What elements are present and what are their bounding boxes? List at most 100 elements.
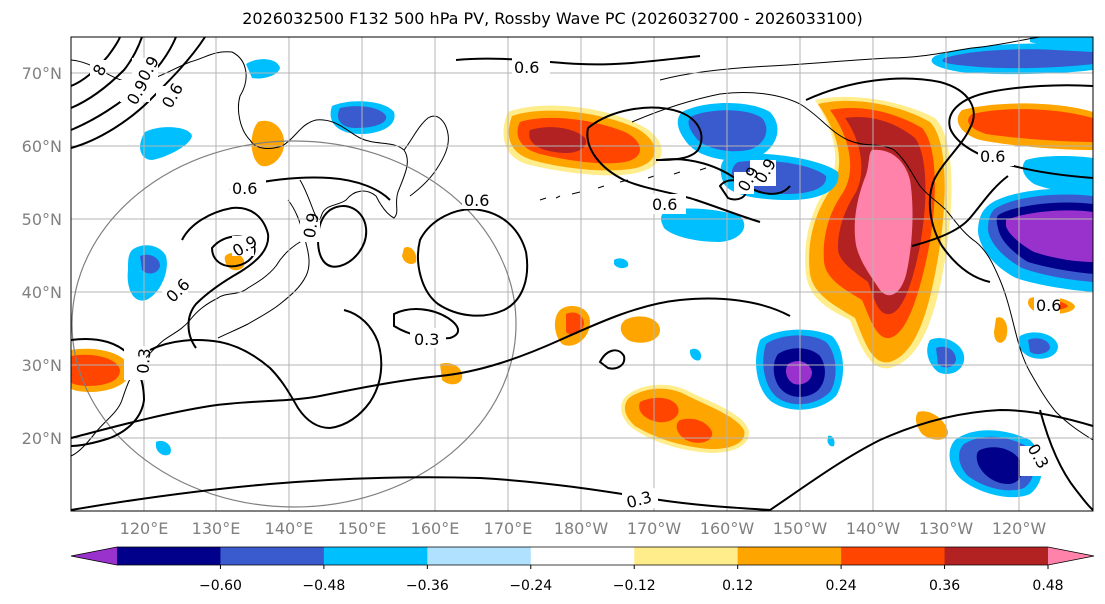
- contour-line: [70, 297, 791, 439]
- contour-label: 0.6: [232, 179, 257, 198]
- pv-positive-region: [402, 246, 417, 264]
- contour-line: [911, 175, 1009, 247]
- pv-negative-region: [1030, 37, 1093, 48]
- pv-negative-region: [246, 59, 280, 79]
- pv-negative-region: [140, 254, 160, 274]
- pv-negative-region: [140, 127, 192, 160]
- colorbar-cell: [427, 547, 532, 565]
- lat-label: 70°N: [22, 64, 62, 83]
- pv-negative-region: [614, 258, 629, 269]
- colorbar-extend-high: [1048, 547, 1094, 565]
- contour-line: [455, 55, 701, 66]
- lon-label: 170°E: [484, 519, 533, 538]
- pv-negative-region: [976, 447, 1023, 484]
- contour-line: [70, 36, 143, 109]
- contour-label: 0.6: [652, 195, 677, 214]
- contour-line: [70, 338, 146, 447]
- pv-positive-region: [854, 149, 913, 296]
- colorbar: −0.60 −0.48 −0.36 −0.24 −0.12 0.12 0.24 0.36 0.4…: [70, 546, 1095, 594]
- colorbar-ticks: −0.60 −0.48 −0.36 −0.24 −0.12 0.12 0.24 0.36 0.4…: [199, 565, 1064, 594]
- map-border: [70, 36, 1094, 512]
- lat-label: 20°N: [22, 429, 62, 448]
- pv-negative-region: [942, 49, 1093, 69]
- contour-label: 0.6: [464, 191, 489, 210]
- contour-label: 0.9: [300, 211, 323, 239]
- lon-label: 150°E: [338, 519, 387, 538]
- lon-label: 130°W: [919, 519, 974, 538]
- latitude-labels: 70°N 60°N 50°N 40°N 30°N 20°N: [22, 64, 62, 448]
- contour-line: [417, 208, 529, 317]
- pv-negative-region: [1028, 338, 1050, 355]
- graticule: [71, 37, 1093, 511]
- contour-label: 0.3: [133, 347, 154, 374]
- colorbar-cell: [841, 547, 946, 565]
- colorbar-tick-label: 0.12: [722, 578, 753, 594]
- lon-label: 160°E: [411, 519, 460, 538]
- pv-positive-region: [566, 312, 584, 335]
- colorbar-cells: [71, 547, 1094, 565]
- lon-label: 120°E: [120, 519, 169, 538]
- colorbar-cell: [634, 547, 739, 565]
- pv-negative-region: [786, 361, 812, 385]
- alaska-north-coastline: [659, 36, 1041, 81]
- colorbar-cell: [530, 547, 635, 565]
- pv-positive-region: [529, 127, 586, 154]
- lon-label: 150°W: [773, 519, 828, 538]
- contour-line: [769, 408, 1094, 511]
- lat-label: 40°N: [22, 283, 62, 302]
- pv-positive-region: [251, 120, 285, 167]
- contour-line: [587, 106, 703, 161]
- lon-label: 180°W: [554, 519, 609, 538]
- lat-label: 30°N: [22, 356, 62, 375]
- lon-label: 120°W: [992, 519, 1047, 538]
- lon-label: 140°W: [846, 519, 901, 538]
- colorbar-tick-label: 0.48: [1032, 578, 1063, 594]
- colorbar-extend-low: [71, 547, 117, 565]
- pv-negative-region: [1022, 156, 1093, 196]
- colorbar-cell: [117, 547, 221, 565]
- contour-line: [70, 36, 121, 87]
- kamchatka-coastline: [403, 115, 449, 197]
- contour-line: [181, 206, 270, 349]
- colorbar-tick-label: 0.36: [929, 578, 960, 594]
- pv-positive-region: [994, 317, 1008, 343]
- pv-anomaly-fill: [71, 37, 1093, 498]
- pv-positive-region: [968, 109, 1093, 142]
- pv-positive-region: [639, 397, 679, 423]
- contour-label: 0.6: [980, 147, 1005, 166]
- plot-title: 2026032500 F132 500 hPa PV, Rossby Wave …: [242, 9, 863, 28]
- contour-line: [586, 127, 761, 223]
- colorbar-tick-label: −0.60: [199, 578, 242, 594]
- contour-line: [598, 349, 626, 370]
- contour-line: [329, 309, 383, 429]
- pv-positive-region: [676, 418, 713, 443]
- asia-coastline: [70, 51, 408, 457]
- lon-label: 130°E: [192, 519, 241, 538]
- contour-line: [70, 476, 771, 511]
- contour-line: [1039, 409, 1094, 511]
- colorbar-tick-label: 0.24: [826, 578, 857, 594]
- colorbar-outline: [70, 546, 1095, 566]
- lon-label: 160°W: [700, 519, 755, 538]
- pv-positive-region: [620, 316, 660, 343]
- lat-label: 50°N: [22, 210, 62, 229]
- alaska-coastline: [631, 92, 1094, 441]
- contour-label: 0.3: [414, 330, 439, 349]
- colorbar-tick-label: −0.48: [302, 578, 345, 594]
- contour-line: [149, 339, 331, 429]
- pv-negative-region: [690, 348, 702, 361]
- colorbar-cell: [220, 547, 325, 565]
- colorbar-tick-label: −0.24: [509, 578, 552, 594]
- contour-line: [948, 84, 1094, 179]
- colorbar-cell: [323, 547, 428, 565]
- influence-circle: [71, 140, 517, 508]
- lon-label: 140°E: [265, 519, 314, 538]
- pv-negative-region: [1006, 210, 1093, 262]
- pv-positive-region: [71, 354, 120, 386]
- colorbar-cell: [944, 547, 1049, 565]
- lat-label: 60°N: [22, 137, 62, 156]
- colorbar-cell: [737, 547, 842, 565]
- colorbar-tick-label: −0.36: [406, 578, 449, 594]
- contour-label: 0.6: [1036, 296, 1061, 315]
- pv-positive-region: [915, 411, 948, 440]
